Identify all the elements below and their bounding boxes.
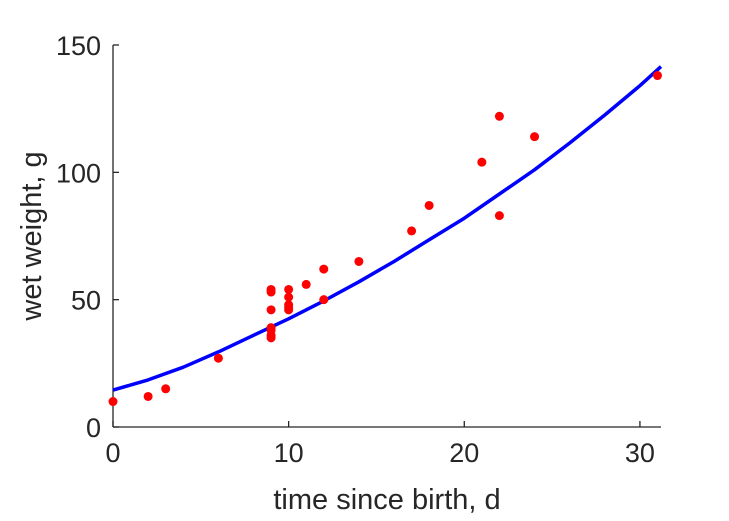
data-point [424,200,434,210]
x-tick-label: 0 [105,438,120,468]
data-point [319,264,329,274]
data-point [284,302,294,312]
data-point [143,391,153,401]
data-point [354,256,364,266]
axes [112,44,661,428]
y-tick-label: 150 [56,31,101,61]
data-point [652,71,662,81]
data-point [161,384,171,394]
data-point [266,305,276,315]
y-axis-label: wet weight, g [16,151,48,321]
data-point [319,295,329,305]
x-tick-label: 20 [449,438,479,468]
y-tick-label: 0 [86,413,101,443]
data-point [266,325,276,335]
data-point [284,292,294,302]
tick-labels: 0 10 20 30 0 50 100 150 [56,31,655,468]
x-axis-label: time since birth, d [273,484,500,516]
fit-curve-layer [112,65,663,392]
x-tick-label: 10 [274,438,304,468]
data-point [266,333,276,343]
data-point [494,111,504,121]
fit-curve [112,65,663,392]
data-point [530,132,540,142]
data-point [494,211,504,221]
data-point [266,287,276,297]
data-point [108,397,118,407]
y-tick-label: 50 [71,286,101,316]
data-point [407,226,417,236]
data-point [213,353,223,363]
data-point [284,284,294,294]
data-point [301,279,311,289]
data-points-layer [108,71,662,407]
data-point [477,157,487,167]
x-tick-label: 30 [625,438,655,468]
y-tick-label: 100 [56,158,101,188]
